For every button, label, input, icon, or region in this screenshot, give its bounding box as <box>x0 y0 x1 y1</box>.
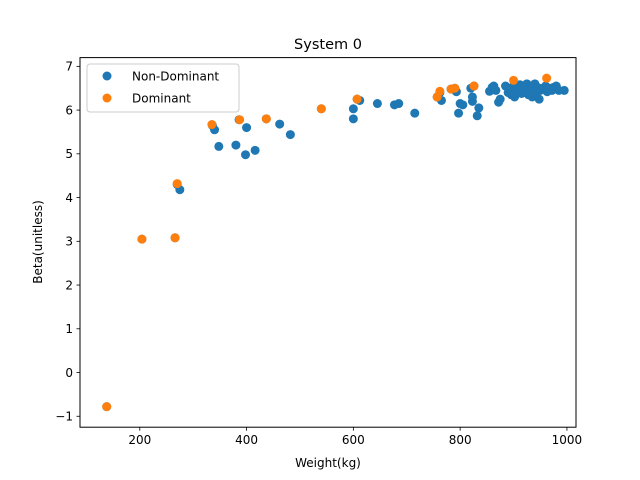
y-tick-label: 7 <box>65 60 73 74</box>
data-point-non-dominant <box>275 119 285 129</box>
x-tick-label: 200 <box>128 433 151 447</box>
x-tick-label: 400 <box>235 433 258 447</box>
data-point-non-dominant <box>394 99 404 109</box>
data-point-dominant <box>137 234 147 244</box>
data-point-dominant <box>235 115 245 125</box>
y-tick-label: 2 <box>65 278 73 292</box>
series-dominant <box>102 73 552 412</box>
data-point-non-dominant <box>454 108 464 118</box>
legend-marker-non-dominant <box>102 71 112 81</box>
x-tick-label: 800 <box>449 433 472 447</box>
data-point-non-dominant <box>372 99 382 109</box>
legend-label-non-dominant: Non-Dominant <box>132 70 219 84</box>
y-tick-label: −1 <box>55 410 73 424</box>
data-point-dominant <box>316 104 326 114</box>
data-point-dominant <box>450 83 460 93</box>
data-point-non-dominant <box>410 108 420 118</box>
y-tick-label: 1 <box>65 322 73 336</box>
data-point-non-dominant <box>491 85 501 95</box>
data-point-non-dominant <box>214 141 224 151</box>
data-point-dominant <box>509 75 519 85</box>
data-point-non-dominant <box>467 92 477 102</box>
y-axis-title: Beta(unitless) <box>31 200 45 284</box>
plot-area <box>102 73 569 412</box>
legend-box <box>86 63 240 113</box>
legend: Non-Dominant Dominant <box>86 63 240 113</box>
data-point-non-dominant <box>534 94 544 104</box>
legend-label-dominant: Dominant <box>132 92 191 106</box>
data-point-non-dominant <box>472 111 482 121</box>
data-point-non-dominant <box>348 104 358 114</box>
y-tick-label: 3 <box>65 235 73 249</box>
y-tick-label: 0 <box>65 366 73 380</box>
data-point-dominant <box>352 94 362 104</box>
data-point-non-dominant <box>242 123 252 133</box>
legend-marker-dominant <box>102 93 112 103</box>
data-point-non-dominant <box>474 103 484 113</box>
chart-title: System 0 <box>294 37 362 53</box>
data-point-non-dominant <box>559 85 569 95</box>
data-point-dominant <box>170 233 180 243</box>
plot-frame <box>79 57 577 428</box>
data-point-non-dominant <box>241 150 251 160</box>
data-point-dominant <box>261 114 271 124</box>
y-axis: −1 0 1 2 3 4 5 6 7 <box>55 60 80 424</box>
y-tick-label: 4 <box>65 191 73 205</box>
data-point-dominant <box>207 120 217 130</box>
data-point-dominant <box>435 86 445 96</box>
x-axis: 200 400 600 800 1000 <box>128 427 582 447</box>
data-point-non-dominant <box>250 145 260 155</box>
data-point-non-dominant <box>458 100 468 110</box>
data-point-dominant <box>172 179 182 189</box>
data-point-dominant <box>102 402 112 412</box>
y-tick-label: 6 <box>65 103 73 117</box>
data-point-non-dominant <box>285 130 295 140</box>
data-point-dominant <box>469 81 479 91</box>
data-point-non-dominant <box>495 94 505 104</box>
data-point-non-dominant <box>231 140 241 150</box>
x-axis-title: Weight(kg) <box>295 456 361 470</box>
y-tick-label: 5 <box>65 147 73 161</box>
x-tick-label: 1000 <box>552 433 583 447</box>
data-point-non-dominant <box>348 114 358 124</box>
data-point-dominant <box>542 73 552 83</box>
x-tick-label: 600 <box>342 433 365 447</box>
